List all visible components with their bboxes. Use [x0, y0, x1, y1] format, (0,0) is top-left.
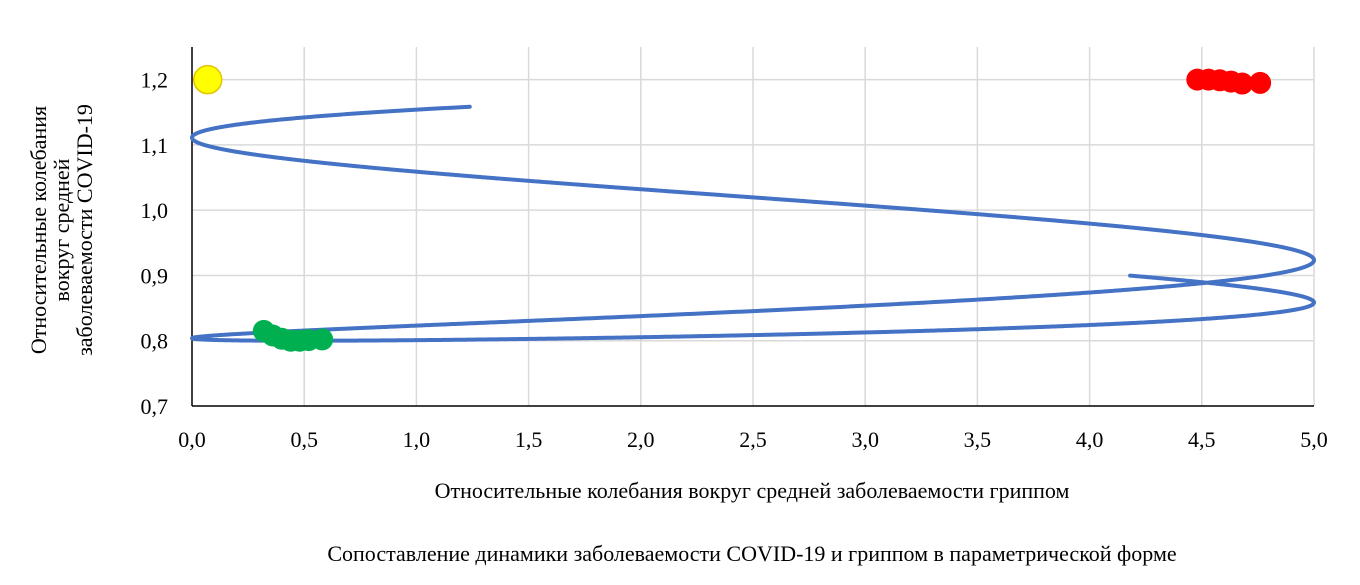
x-tick-label: 4,0: [1076, 427, 1104, 452]
x-tick-label: 1,0: [403, 427, 431, 452]
chart-caption: Сопоставление динамики заболеваемости CO…: [327, 541, 1176, 566]
y-tick-label: 0,7: [141, 394, 169, 419]
grid: [192, 47, 1315, 406]
y-tick-label: 1,2: [141, 68, 169, 93]
data-point: [1231, 72, 1254, 95]
x-tick-label: 2,0: [627, 427, 655, 452]
x-tick-label: 3,0: [851, 427, 879, 452]
series-curve: [190, 104, 1316, 343]
y-axis-title: Относительные колебания вокруг средней з…: [26, 104, 97, 356]
x-tick-label: 3,5: [964, 427, 992, 452]
y-tick-label: 1,1: [141, 133, 169, 158]
y-axis-title-line-1: Относительные колебания: [26, 106, 51, 354]
y-tick-label: 0,8: [141, 329, 169, 354]
y-axis-title-line-2: вокруг средней: [49, 158, 74, 301]
tick-labels: 0,0 0,5 1,0 1,5 2,0 2,5 3,0 3,5 4,0 4,5 5,0 0,7 0,8 0…: [141, 68, 1328, 452]
data-point: [311, 328, 334, 351]
x-tick-label: 0,5: [290, 427, 318, 452]
plot-area: [190, 64, 1316, 352]
y-axis-title-line-3: заболеваемости COVID-19: [72, 104, 97, 356]
x-tick-label: 2,5: [739, 427, 767, 452]
y-tick-label: 1,0: [141, 198, 169, 223]
x-tick-label: 5,0: [1300, 427, 1328, 452]
data-point: [1249, 71, 1272, 94]
axes: [191, 47, 1314, 407]
y-tick-label: 0,9: [141, 263, 169, 288]
x-tick-label: 1,5: [515, 427, 543, 452]
x-tick-label: 0,0: [178, 427, 206, 452]
x-axis-title: Относительные колебания вокруг средней з…: [435, 478, 1070, 503]
data-point: [192, 64, 223, 95]
x-tick-label: 4,5: [1188, 427, 1216, 452]
